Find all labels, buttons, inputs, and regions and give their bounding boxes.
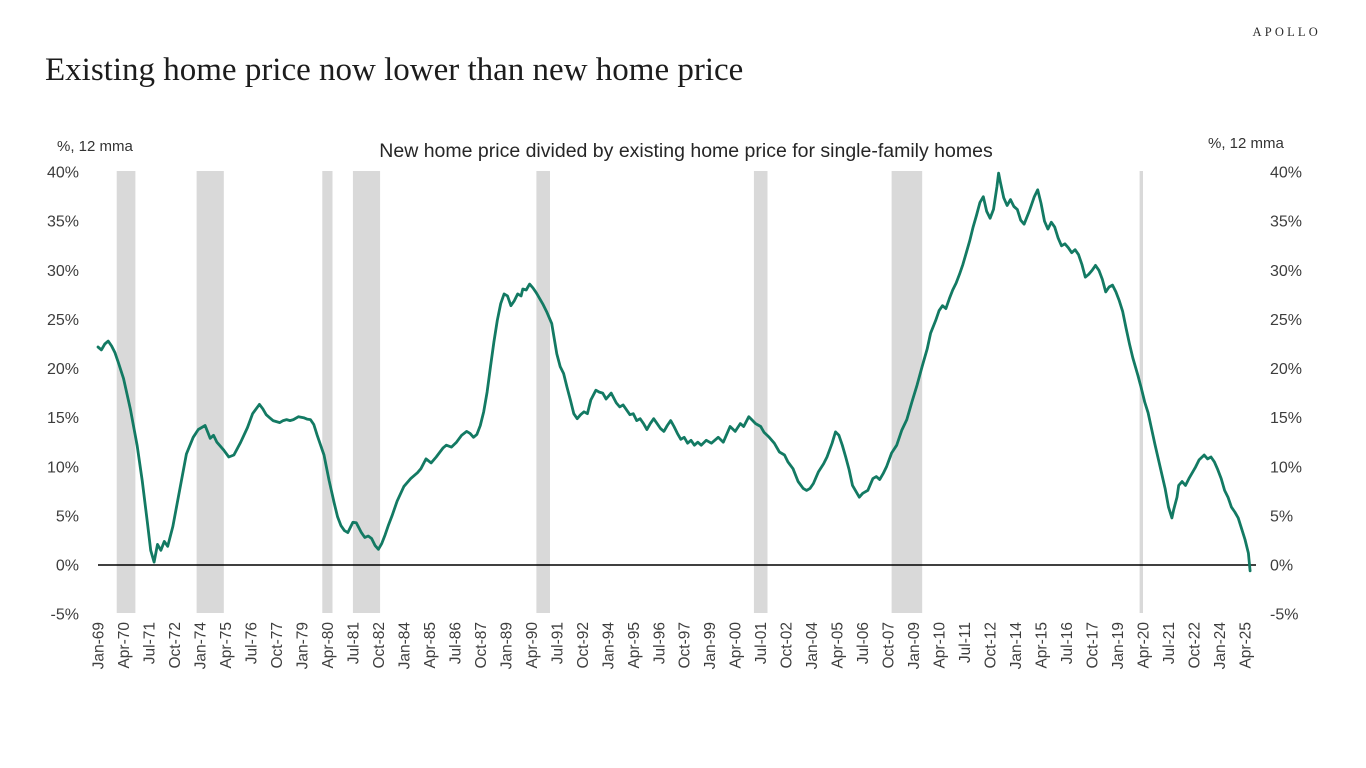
y-tick-label-right: 35% (1270, 214, 1302, 231)
x-tick-label: Apr-80 (320, 622, 337, 669)
y-tick-label-right: 15% (1270, 410, 1302, 427)
y-tick-label-left: 30% (47, 263, 79, 280)
x-tick-label: Jul-91 (549, 622, 566, 664)
x-tick-label: Apr-10 (932, 622, 949, 669)
y-tick-label-left: 35% (47, 214, 79, 231)
x-tick-label: Jan-14 (1008, 622, 1025, 670)
page-title: Existing home price now lower than new h… (45, 52, 744, 88)
chart-title: New home price divided by existing home … (379, 140, 993, 162)
x-tick-label: Oct-82 (371, 622, 388, 669)
x-tick-label: Jan-94 (600, 622, 617, 670)
x-tick-label: Jan-99 (702, 622, 719, 669)
y-tick-label-left: 40% (47, 165, 79, 182)
y-tick-label-left: 10% (47, 459, 79, 476)
y-tick-label-right: 0% (1270, 558, 1293, 575)
ratio-line (96, 171, 1252, 573)
x-tick-label: Jul-81 (345, 622, 362, 664)
x-tick-label: Jan-74 (193, 622, 210, 670)
x-tick-label: Jan-24 (1212, 622, 1229, 670)
x-tick-label: Apr-05 (830, 622, 847, 669)
x-tick-label: Jul-86 (447, 622, 464, 664)
recession-band (753, 171, 768, 613)
y-tick-label-right: 30% (1270, 263, 1302, 280)
x-tick-label: Jul-06 (855, 622, 872, 664)
x-tick-label: Jul-21 (1161, 622, 1178, 664)
x-tick-label: Jan-79 (294, 622, 311, 669)
y-tick-label-left: 20% (47, 361, 79, 378)
x-tick-label: Apr-85 (422, 622, 439, 669)
y-tick-label-left: 25% (47, 312, 79, 329)
x-tick-label: Jul-96 (651, 622, 668, 664)
x-tick-label: Apr-20 (1136, 622, 1153, 669)
y-tick-label-right: -5% (1270, 607, 1298, 624)
x-tick-label: Apr-15 (1034, 622, 1051, 669)
recession-band (891, 171, 923, 613)
y-tick-label-left: 0% (56, 558, 79, 575)
x-tick-label: Apr-70 (116, 622, 133, 669)
x-tick-label: Jul-11 (957, 622, 974, 663)
x-tick-label: Apr-75 (218, 622, 235, 669)
y-tick-label-left: 5% (56, 508, 79, 525)
x-tick-label: Jul-16 (1059, 622, 1076, 664)
x-tick-label: Oct-02 (779, 622, 796, 669)
y-axis-unit-label-right: %, 12 mma (1208, 135, 1284, 152)
x-tick-label: Oct-87 (473, 622, 490, 669)
recession-band (536, 171, 550, 613)
x-tick-label: Oct-92 (575, 622, 592, 669)
x-tick-label: Jan-09 (906, 622, 923, 669)
x-tick-label: Jul-01 (753, 622, 770, 664)
x-tick-label: Jan-69 (91, 622, 108, 669)
x-tick-label: Jan-84 (396, 622, 413, 670)
x-tick-label: Jan-04 (804, 622, 821, 670)
x-tick-label: Oct-72 (167, 622, 184, 669)
x-tick-label: Jul-71 (142, 622, 159, 664)
x-tick-label: Oct-22 (1187, 622, 1204, 669)
y-tick-label-right: 10% (1270, 459, 1302, 476)
y-tick-label-right: 5% (1270, 508, 1293, 525)
x-tick-label: Jul-76 (243, 622, 260, 664)
y-axis-unit-label-left: %, 12 mma (57, 138, 133, 155)
x-tick-label: Oct-97 (677, 622, 694, 669)
x-tick-label: Jan-89 (498, 622, 515, 669)
x-tick-label: Apr-95 (626, 622, 643, 669)
y-tick-label-right: 40% (1270, 165, 1302, 182)
x-tick-label: Apr-00 (728, 622, 745, 669)
recession-band (196, 171, 224, 613)
recession-band (322, 171, 333, 613)
x-tick-label: Oct-17 (1085, 622, 1102, 669)
recession-band (352, 171, 381, 613)
y-tick-label-right: 25% (1270, 312, 1302, 329)
y-tick-label-left: 15% (47, 410, 79, 427)
x-tick-label: Apr-90 (524, 622, 541, 669)
x-tick-label: Jan-19 (1110, 622, 1127, 669)
x-tick-label: Oct-07 (881, 622, 898, 669)
y-tick-label-left: -5% (51, 607, 79, 624)
y-tick-label-right: 20% (1270, 361, 1302, 378)
x-tick-label: Oct-77 (269, 622, 286, 669)
x-tick-label: Apr-25 (1238, 622, 1255, 669)
x-tick-label: Oct-12 (983, 622, 1000, 669)
apollo-logo: APOLLO (1252, 25, 1321, 39)
